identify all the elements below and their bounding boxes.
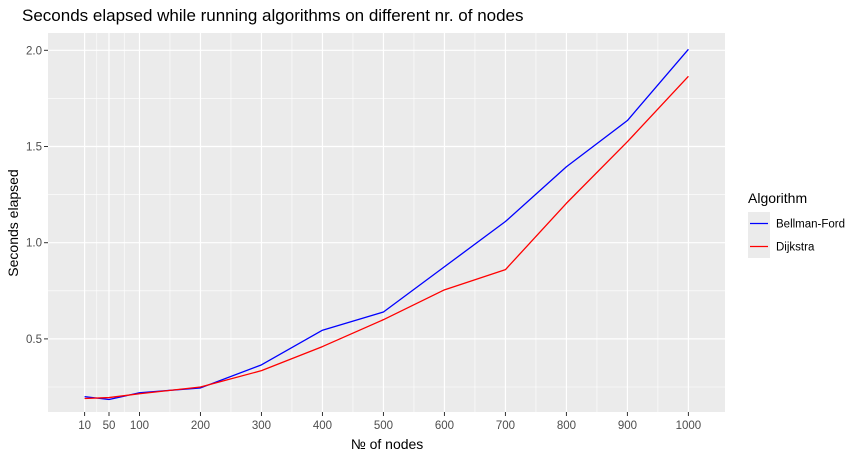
x-tick-label: 300 [252,420,271,432]
x-tick-label: 500 [374,420,393,432]
legend-label: Bellman-Ford [776,219,845,231]
plot-panel [48,33,725,412]
series-lines [84,48,689,401]
legend-title: Algorithm [748,190,807,206]
y-axis-ticks: 0.5 1.0 1.5 2.0 [26,45,48,346]
series-line-dijkstra [84,75,689,400]
y-tick-label: 0.5 [26,334,42,346]
x-tick-label: 400 [313,420,332,432]
x-axis-ticks: 10 50 100 200 300 400 500 600 700 800 900 1000 [78,412,701,432]
x-tick-label: 900 [618,420,637,432]
minor-gridlines [48,33,725,412]
x-tick-label: 100 [130,420,149,432]
chart-title: Seconds elapsed while running algorithms… [22,6,524,25]
x-tick-label: 600 [435,420,454,432]
legend: Algorithm Bellman-Ford Dijkstra [748,190,845,258]
x-tick-label: 200 [191,420,210,432]
x-axis-title: № of nodes [351,436,424,452]
x-tick-label: 1000 [676,420,702,432]
y-tick-label: 1.5 [26,142,42,154]
y-tick-label: 2.0 [26,45,42,57]
major-gridlines [48,33,725,412]
y-tick-label: 1.0 [26,238,42,250]
y-axis-title: Seconds elapsed [5,169,21,276]
legend-label: Dijkstra [776,242,815,254]
x-tick-label: 10 [78,420,91,432]
x-tick-label: 700 [496,420,515,432]
x-tick-label: 800 [557,420,576,432]
x-tick-label: 50 [103,420,116,432]
